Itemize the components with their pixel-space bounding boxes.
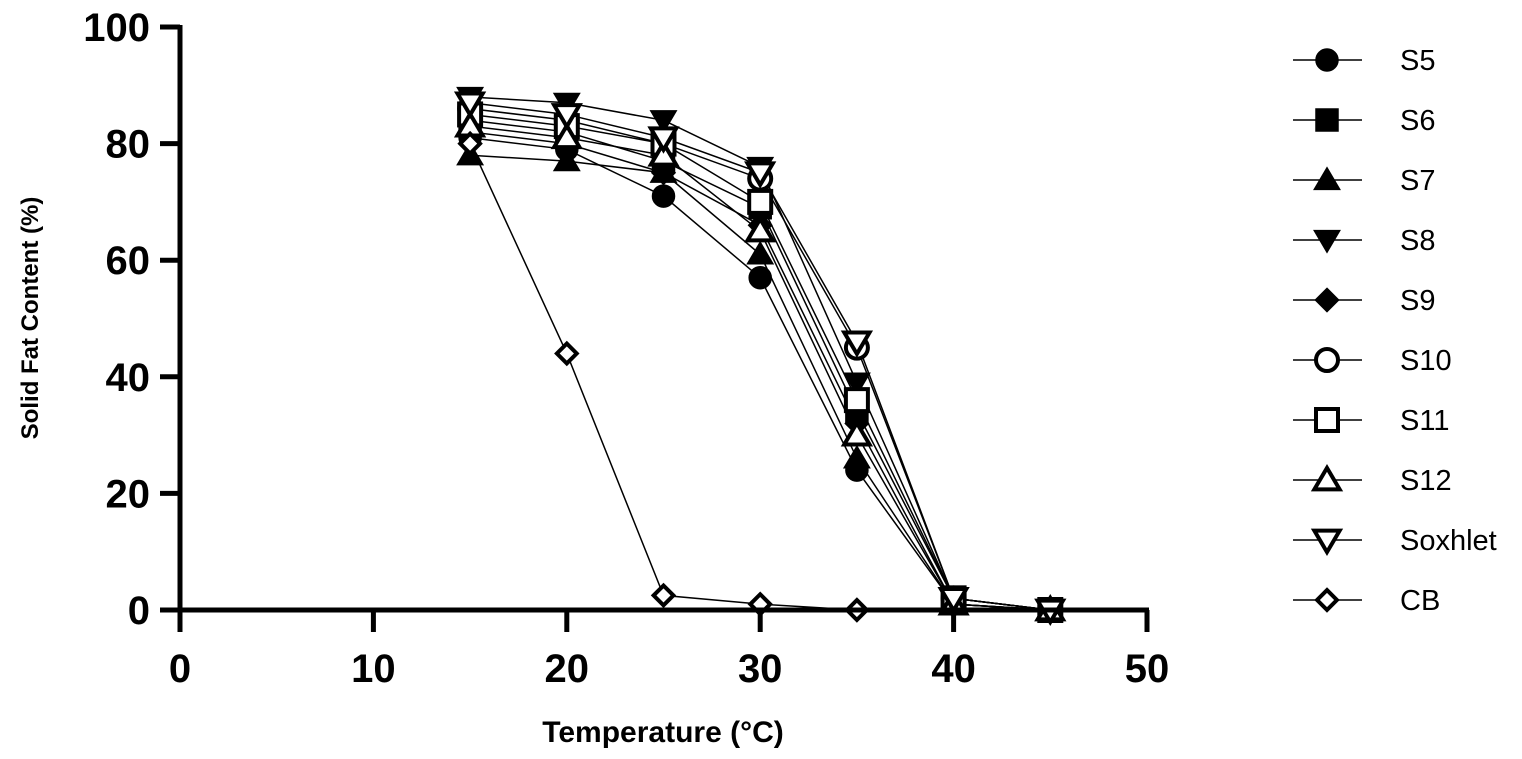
data-point [747,188,774,215]
legend-item: S6 [1293,105,1435,137]
legend-item: S11 [1293,405,1449,437]
legend-item: S7 [1293,165,1435,197]
data-point [650,160,677,186]
series-layer [453,86,1067,627]
legend-marker [1314,347,1340,373]
legend-label: Soxhlet [1400,525,1497,557]
data-point [457,130,483,157]
legend-marker [1313,229,1341,254]
legend-label: S9 [1400,285,1435,317]
legend-item: CB [1293,585,1440,617]
legend-label: S6 [1400,105,1435,137]
legend: S5 S6 S7 S8 S9 S10 S11 S12 Soxhlet CB [1293,45,1497,617]
data-point [651,184,676,208]
y-tick-label: 60 [106,239,151,283]
y-tick-label: 80 [106,123,151,167]
data-point [744,215,777,243]
data-point [840,330,874,358]
legend-marker [1310,463,1344,492]
legend-marker [1314,287,1340,313]
data-point [748,265,772,290]
y-tick-label: 40 [106,356,151,400]
legend-item: S9 [1293,285,1435,317]
data-point [840,419,874,447]
x-tick-label: 10 [351,647,396,691]
data-point [552,147,581,172]
y-tick-label: 0 [128,589,150,633]
series-cb [469,143,857,611]
y-tick-label: 20 [106,472,151,516]
data-point [842,444,871,469]
legend-label: S8 [1400,225,1435,257]
x-tick-label: 30 [738,647,783,691]
data-point [550,121,583,150]
x-tick-label: 20 [545,647,590,691]
legend-label: S5 [1400,45,1435,77]
data-point [550,103,583,131]
legend-label: S7 [1400,165,1435,197]
legend-item: S12 [1293,463,1452,497]
legend-item: S8 [1293,225,1435,257]
y-axis-title: Solid Fat Content (%) [17,197,44,440]
data-point [554,340,580,367]
legend-label: CB [1400,585,1440,617]
legend-item: Soxhlet [1293,525,1497,557]
data-point [746,240,775,265]
data-point [647,126,680,154]
plot-area: 0 20 40 60 80 100 0 10 20 30 40 50 [83,6,1169,691]
legend-marker [1315,108,1339,132]
data-point [842,372,871,397]
y-tick-label: 100 [83,6,150,50]
legend-marker [1314,587,1340,613]
data-point [937,586,970,615]
legend-item: S10 [1293,345,1452,377]
legend-marker [1310,528,1344,557]
legend-marker [1315,48,1339,72]
data-point [843,387,870,414]
x-tick-label: 50 [1125,647,1170,691]
series-points-soxhlet [453,91,1067,627]
data-point [650,582,677,609]
legend-item: S5 [1293,45,1435,77]
legend-label: S12 [1400,465,1452,497]
data-point [649,110,678,134]
data-point [647,139,680,167]
x-tick-label: 40 [931,647,976,691]
x-tick-label: 0 [169,647,191,691]
y-axis-ticks: 0 20 40 60 80 100 [83,6,180,633]
legend-marker [1314,407,1340,433]
legend-label: S11 [1400,405,1449,437]
legend-label: S10 [1400,345,1452,377]
x-axis-title: Temperature (°C) [542,716,783,749]
data-point [453,91,487,119]
series-line [469,143,857,611]
legend-marker [1313,166,1341,191]
x-axis-ticks: 0 10 20 30 40 50 [169,610,1169,691]
data-point [744,161,777,189]
